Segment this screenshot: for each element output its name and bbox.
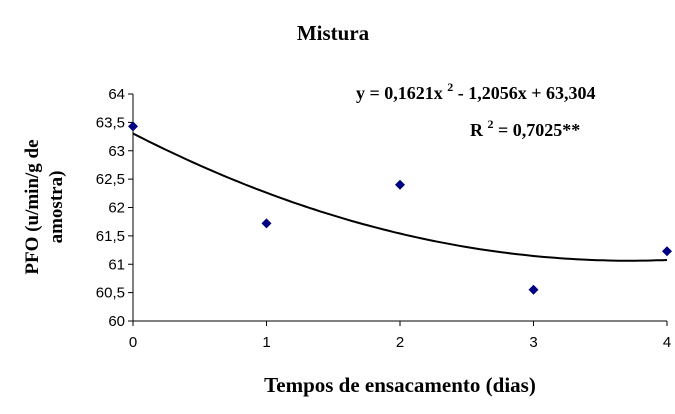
y-axis-label: PFO (u/min/g de amostra): [22, 139, 67, 274]
y-tick-label: 62,5: [96, 171, 125, 188]
data-point: [261, 218, 272, 229]
equation-power: 2: [447, 80, 453, 94]
r-squared-power: 2: [488, 117, 494, 131]
equation-rhs: - 1,2056x + 63,304: [458, 83, 596, 103]
r-squared-lhs: R: [470, 120, 484, 140]
equation-annotation: y = 0,1621x 2 - 1,2056x + 63,304: [356, 75, 596, 103]
data-point: [128, 121, 138, 132]
x-axis-label: Tempos de ensacamento (dias): [264, 373, 536, 397]
y-tick-label: 60: [108, 313, 125, 330]
x-tick-label: 1: [262, 334, 270, 351]
data-point: [528, 284, 539, 295]
plot-area: 60 60,5 61 61,5 62 62,5 63 63,5 64 0 1 2 3 4: [96, 86, 672, 351]
x-tick-label: 0: [129, 334, 137, 351]
x-tick-label: 2: [396, 334, 404, 351]
equation-lhs: y = 0,1621x: [356, 83, 443, 103]
y-tick-label: 61,5: [96, 228, 125, 245]
y-axis-label-line1: PFO (u/min/g de: [22, 139, 43, 274]
y-axis-label-line2: amostra): [46, 171, 67, 244]
trendline: [132, 132, 668, 262]
r-squared-rhs: = 0,7025**: [498, 120, 580, 140]
r-squared-annotation: R 2 = 0,7025**: [470, 112, 580, 140]
y-tick-label: 63: [108, 143, 125, 160]
x-tick-label: 4: [663, 334, 671, 351]
x-tick-label: 3: [529, 334, 537, 351]
chart-title: Mistura: [297, 21, 370, 45]
data-point: [395, 179, 405, 190]
y-tick-label: 61: [108, 256, 125, 273]
y-tick-label: 64: [108, 86, 125, 103]
y-tick-label: 60,5: [96, 285, 125, 302]
y-tick-label: 63,5: [96, 114, 125, 131]
y-tick-label: 62: [108, 200, 125, 217]
data-point: [662, 246, 672, 257]
